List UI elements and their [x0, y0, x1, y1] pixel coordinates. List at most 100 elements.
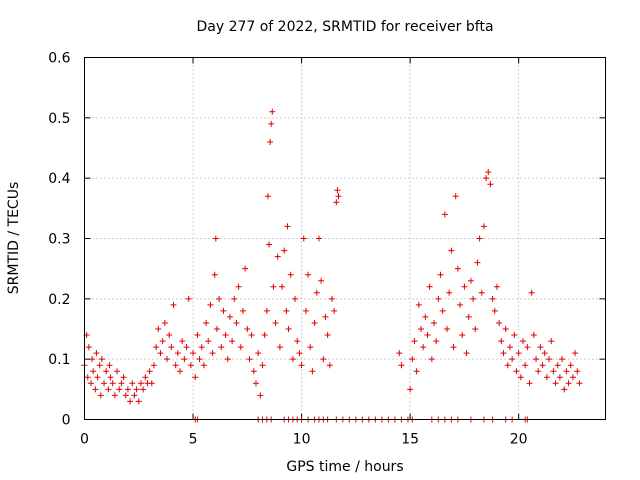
y-tick-label: 0.1: [48, 352, 70, 368]
data-point: [407, 386, 414, 393]
data-point: [161, 319, 168, 326]
data-point: [333, 199, 340, 206]
data-point: [93, 350, 100, 357]
data-point: [97, 392, 104, 399]
data-point: [274, 253, 281, 260]
data-point: [296, 350, 303, 357]
data-point: [489, 295, 496, 302]
x-tick-label: 10: [293, 432, 311, 448]
data-point: [231, 295, 238, 302]
data-point: [548, 338, 555, 345]
data-point: [146, 368, 153, 375]
data-point: [116, 386, 123, 393]
data-point: [174, 350, 181, 357]
data-point: [506, 344, 513, 351]
data-point: [528, 289, 535, 296]
grid: [84, 57, 606, 420]
data-point: [322, 313, 329, 320]
data-point: [131, 392, 138, 399]
data-point: [576, 380, 583, 387]
data-point: [267, 138, 274, 145]
data-point: [244, 326, 251, 332]
data-point: [480, 223, 487, 230]
data-point: [556, 374, 563, 381]
data-point: [111, 392, 118, 399]
y-tick-label: 0: [62, 413, 71, 429]
data-point: [470, 295, 477, 302]
data-point: [203, 319, 210, 326]
data-point: [98, 356, 105, 363]
data-point: [103, 368, 110, 375]
data-point: [504, 362, 511, 369]
data-point: [552, 380, 559, 387]
data-point: [313, 289, 320, 296]
y-tick-label: 0.5: [48, 111, 70, 127]
data-point: [222, 332, 229, 339]
data-point: [276, 344, 283, 351]
data-point: [96, 362, 103, 369]
data-point: [150, 362, 157, 369]
y-axis-label: SRMTID / TECUs: [6, 182, 22, 295]
data-point: [485, 169, 492, 176]
data-point: [90, 368, 97, 375]
data-point: [309, 368, 316, 375]
data-point: [520, 338, 527, 345]
data-point: [172, 362, 179, 369]
data-point: [242, 265, 249, 272]
data-point: [320, 356, 327, 363]
data-point: [539, 362, 546, 369]
data-point: [574, 368, 581, 375]
data-point: [433, 338, 440, 345]
data-point: [187, 362, 194, 369]
data-point: [106, 362, 113, 369]
data-point: [318, 277, 325, 284]
data-point: [524, 344, 531, 351]
data-point: [261, 332, 268, 339]
data-point: [133, 386, 140, 393]
data-point: [543, 374, 550, 381]
data-point: [289, 356, 296, 363]
data-point: [441, 211, 448, 218]
data-point: [127, 398, 134, 405]
data-point: [263, 307, 270, 314]
data-point: [522, 362, 529, 369]
x-tick-label: 15: [401, 432, 419, 448]
data-point: [422, 313, 429, 320]
data-point: [331, 307, 338, 314]
data-point: [218, 344, 225, 351]
data-point: [461, 283, 468, 290]
data-point: [559, 356, 566, 363]
data-point: [474, 259, 481, 266]
data-point: [84, 374, 91, 381]
data-point: [157, 350, 164, 357]
data-point: [118, 380, 125, 387]
data-point: [109, 380, 116, 387]
data-point: [415, 301, 422, 308]
data-point: [248, 332, 255, 339]
data-point: [493, 283, 500, 290]
data-point: [437, 271, 444, 278]
y-tick-label: 0.3: [48, 232, 70, 248]
data-point: [315, 235, 322, 242]
data-point: [478, 289, 485, 296]
data-point: [409, 356, 416, 363]
data-point: [515, 350, 522, 357]
data-point: [472, 326, 479, 332]
data-point: [298, 362, 305, 369]
data-point: [155, 326, 162, 332]
data-point: [88, 380, 95, 387]
data-point: [153, 344, 160, 351]
data-point: [148, 380, 155, 387]
data-point: [500, 350, 507, 357]
data-point: [101, 380, 108, 387]
data-point: [185, 295, 192, 302]
data-point: [142, 374, 149, 381]
data-point: [428, 356, 435, 363]
data-point: [487, 181, 494, 188]
data-point: [530, 332, 537, 339]
data-point: [120, 374, 127, 381]
data-point: [177, 368, 184, 375]
data-point: [565, 380, 572, 387]
data-point: [457, 301, 464, 308]
data-point: [491, 307, 498, 314]
